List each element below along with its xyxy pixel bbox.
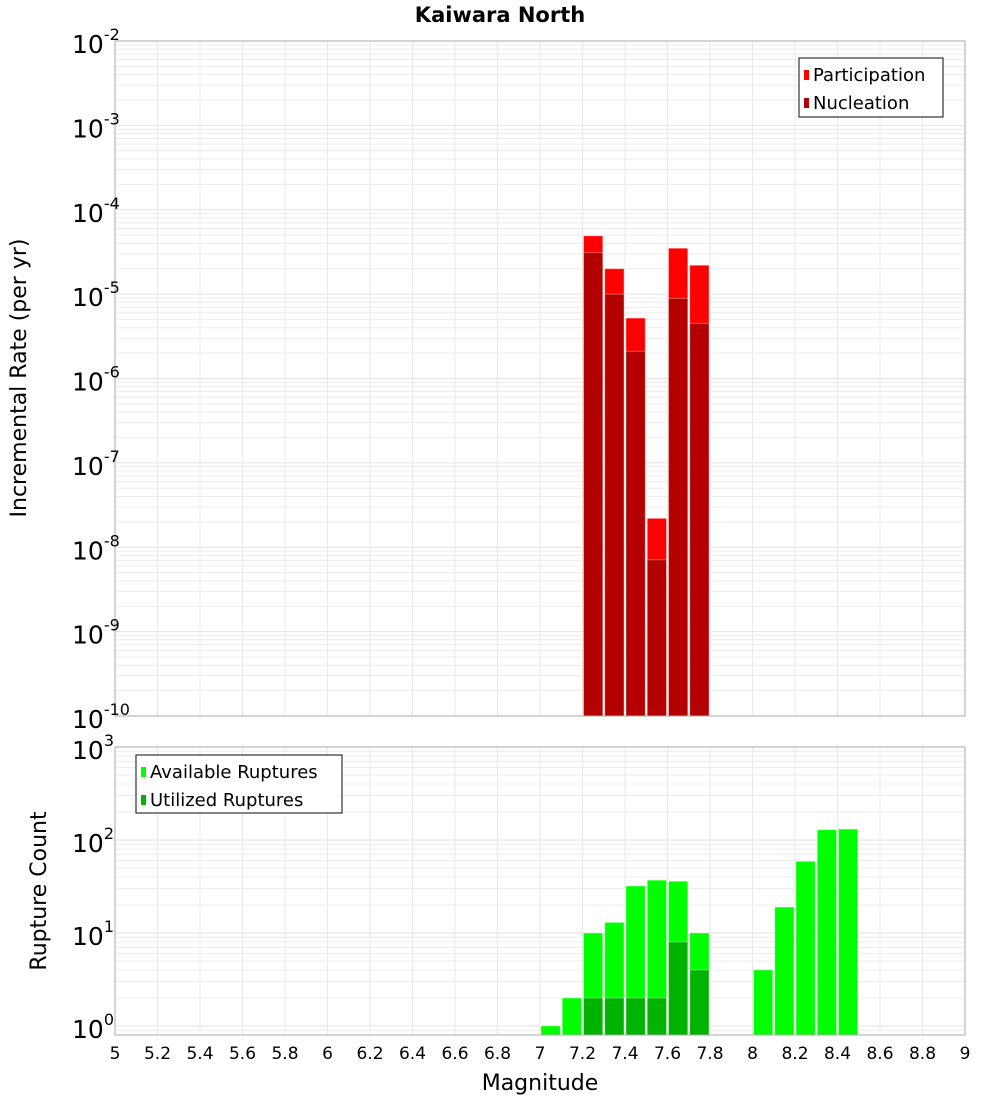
x-tick-label: 5.2: [144, 1044, 171, 1064]
x-tick-label: 8.4: [824, 1044, 851, 1064]
x-tick-label: 8: [747, 1044, 758, 1064]
x-tick-label: 6: [322, 1044, 333, 1064]
x-tick-label: 5.4: [186, 1044, 213, 1064]
y-tick-label: 10-10: [72, 700, 130, 734]
bar-nucleation: [646, 559, 667, 717]
x-tick-label: 8.6: [866, 1044, 893, 1064]
legend-swatch: [804, 70, 809, 80]
y-tick-label: 10-8: [72, 531, 120, 565]
bar-available-ruptures: [753, 969, 774, 1036]
y-tick-label: 10-5: [72, 278, 120, 312]
plot-border: [114, 40, 966, 717]
y-tick-label: 101: [72, 917, 114, 951]
y-tick-label: 10-7: [72, 447, 120, 481]
bar-available-ruptures: [795, 860, 816, 1036]
y-tick-label: 10-3: [72, 109, 120, 143]
x-tick-label: 6.2: [356, 1044, 383, 1064]
chart-title: Kaiwara North: [415, 3, 585, 27]
legend-swatch: [141, 795, 146, 805]
bar-utilized-ruptures: [646, 997, 667, 1036]
x-tick-label: 7: [535, 1044, 546, 1064]
legend: [135, 754, 343, 814]
x-tick-label: 6.8: [484, 1044, 511, 1064]
y-tick-label: 103: [72, 731, 114, 765]
y-tick-label: 10-2: [72, 25, 120, 59]
legend-label: Utilized Ruptures: [150, 790, 303, 811]
y-tick-label: 100: [72, 1010, 114, 1044]
x-tick-label: 5.8: [271, 1044, 298, 1064]
legend-swatch: [141, 767, 146, 777]
bar-available-ruptures: [838, 828, 859, 1036]
legend-label: Participation: [813, 65, 925, 86]
y-tick-label: 102: [72, 824, 114, 858]
x-tick-label: 7.8: [696, 1044, 723, 1064]
bar-nucleation: [583, 252, 604, 717]
x-tick-label: 7.6: [654, 1044, 681, 1064]
rate-plot: 10-10 10-9 10-8 10-7 10-6 10-5 10-4 10-3 10-2 Par…: [72, 25, 966, 734]
bar-nucleation: [668, 297, 689, 717]
x-tick-label: 9: [960, 1044, 971, 1064]
bar-utilized-ruptures: [604, 997, 625, 1036]
bar-available-ruptures: [561, 997, 582, 1036]
bar-utilized-ruptures: [668, 941, 689, 1036]
x-tick-label: 8.2: [781, 1044, 808, 1064]
legend-label: Available Ruptures: [150, 762, 318, 783]
plot-border: [114, 746, 966, 1036]
y-tick-label: 10-6: [72, 363, 120, 397]
x-tick-label: 6.4: [399, 1044, 426, 1064]
top-y-axis-label: Incremental Rate (per yr): [7, 239, 32, 518]
x-axis-label: Magnitude: [482, 1071, 599, 1096]
bar-utilized-ruptures: [625, 997, 646, 1036]
bar-nucleation: [625, 350, 646, 717]
legend: [798, 57, 944, 118]
bottom-y-axis-label: Rupture Count: [27, 811, 52, 971]
bar-nucleation: [689, 322, 710, 717]
legend-swatch: [804, 98, 809, 108]
bar-available-ruptures: [774, 906, 795, 1036]
x-tick-label: 5: [110, 1044, 121, 1064]
bar-available-ruptures: [540, 1025, 561, 1036]
x-tick-label: 6.6: [441, 1044, 468, 1064]
x-tick-label: 8.8: [909, 1044, 936, 1064]
legend-label: Nucleation: [813, 93, 909, 114]
x-tick-label: 5.6: [229, 1044, 256, 1064]
bar-utilized-ruptures: [583, 997, 604, 1036]
x-tick-label: 7.4: [611, 1044, 638, 1064]
bar-utilized-ruptures: [689, 969, 710, 1036]
x-tick-label: 7.2: [569, 1044, 596, 1064]
y-tick-label: 10-4: [72, 194, 120, 228]
y-tick-label: 10-9: [72, 616, 120, 650]
rupture-count-plot: 100 101 102 103 Available Ruptures Utilized R…: [72, 731, 970, 1064]
bar-nucleation: [604, 293, 625, 717]
bar-available-ruptures: [816, 829, 837, 1036]
